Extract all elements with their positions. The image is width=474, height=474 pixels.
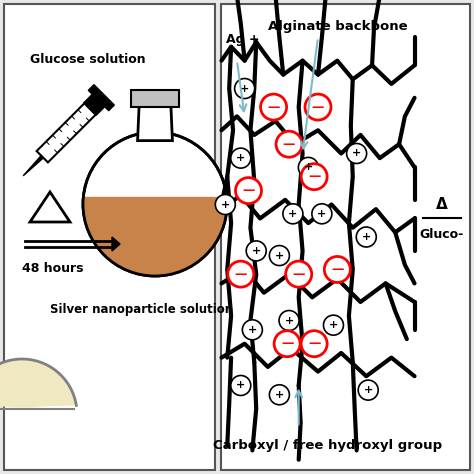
Circle shape xyxy=(301,164,327,190)
Circle shape xyxy=(261,94,287,120)
Polygon shape xyxy=(0,359,76,409)
Polygon shape xyxy=(84,94,105,115)
Circle shape xyxy=(276,131,302,157)
Polygon shape xyxy=(131,90,179,107)
Text: Silver nanoparticle solution: Silver nanoparticle solution xyxy=(50,302,233,316)
Polygon shape xyxy=(36,103,96,163)
Text: +: + xyxy=(236,381,246,391)
Text: Ag +: Ag + xyxy=(226,33,260,46)
Circle shape xyxy=(356,227,376,247)
Text: +: + xyxy=(275,390,284,400)
Circle shape xyxy=(235,79,255,99)
Text: +: + xyxy=(252,246,261,256)
Polygon shape xyxy=(137,105,173,141)
Text: —: — xyxy=(283,138,295,151)
Circle shape xyxy=(283,204,303,224)
Circle shape xyxy=(298,157,319,177)
Text: +: + xyxy=(221,200,230,210)
Text: +: + xyxy=(329,320,338,330)
Polygon shape xyxy=(83,197,227,276)
Circle shape xyxy=(279,310,299,330)
Circle shape xyxy=(246,241,266,261)
Circle shape xyxy=(305,94,331,120)
Circle shape xyxy=(236,178,262,204)
Circle shape xyxy=(346,144,366,164)
Text: Gluco-: Gluco- xyxy=(419,228,464,240)
Text: —: — xyxy=(308,337,320,350)
Circle shape xyxy=(324,256,350,283)
Text: —: — xyxy=(312,100,324,114)
Text: +: + xyxy=(352,148,361,158)
Text: +: + xyxy=(236,153,246,163)
Text: —: — xyxy=(281,337,293,350)
Text: Glucose solution: Glucose solution xyxy=(30,53,146,65)
Circle shape xyxy=(358,380,378,400)
Polygon shape xyxy=(88,85,114,111)
Circle shape xyxy=(274,331,300,357)
Text: +: + xyxy=(304,163,313,173)
Circle shape xyxy=(269,385,290,405)
Bar xyxy=(4,4,216,470)
Text: —: — xyxy=(331,263,344,276)
Circle shape xyxy=(215,194,235,215)
Circle shape xyxy=(83,132,227,276)
Text: +: + xyxy=(362,232,371,242)
Text: +: + xyxy=(248,325,257,335)
Text: Δ: Δ xyxy=(436,197,447,211)
Text: —: — xyxy=(267,100,280,114)
Text: +: + xyxy=(284,316,294,326)
Text: +: + xyxy=(288,209,298,219)
Text: Alginate backbone: Alginate backbone xyxy=(268,20,408,33)
Circle shape xyxy=(286,261,312,287)
Text: —: — xyxy=(235,268,247,281)
Polygon shape xyxy=(112,237,120,251)
Text: Carboxyl / free hydroxyl group: Carboxyl / free hydroxyl group xyxy=(213,439,443,452)
Polygon shape xyxy=(23,155,44,176)
Text: +: + xyxy=(240,83,249,93)
Circle shape xyxy=(301,331,327,357)
Circle shape xyxy=(231,375,251,395)
Text: +: + xyxy=(275,251,284,261)
Text: +: + xyxy=(317,209,327,219)
Text: +: + xyxy=(364,385,373,395)
Circle shape xyxy=(269,246,290,265)
Circle shape xyxy=(228,261,254,287)
Text: —: — xyxy=(308,170,320,183)
Text: —: — xyxy=(292,268,305,281)
Text: 48 hours: 48 hours xyxy=(22,263,83,275)
Circle shape xyxy=(323,315,344,335)
Text: —: — xyxy=(242,184,255,197)
Polygon shape xyxy=(30,192,70,222)
Bar xyxy=(221,4,470,470)
Circle shape xyxy=(242,320,262,340)
Circle shape xyxy=(312,204,332,224)
Circle shape xyxy=(231,148,251,168)
